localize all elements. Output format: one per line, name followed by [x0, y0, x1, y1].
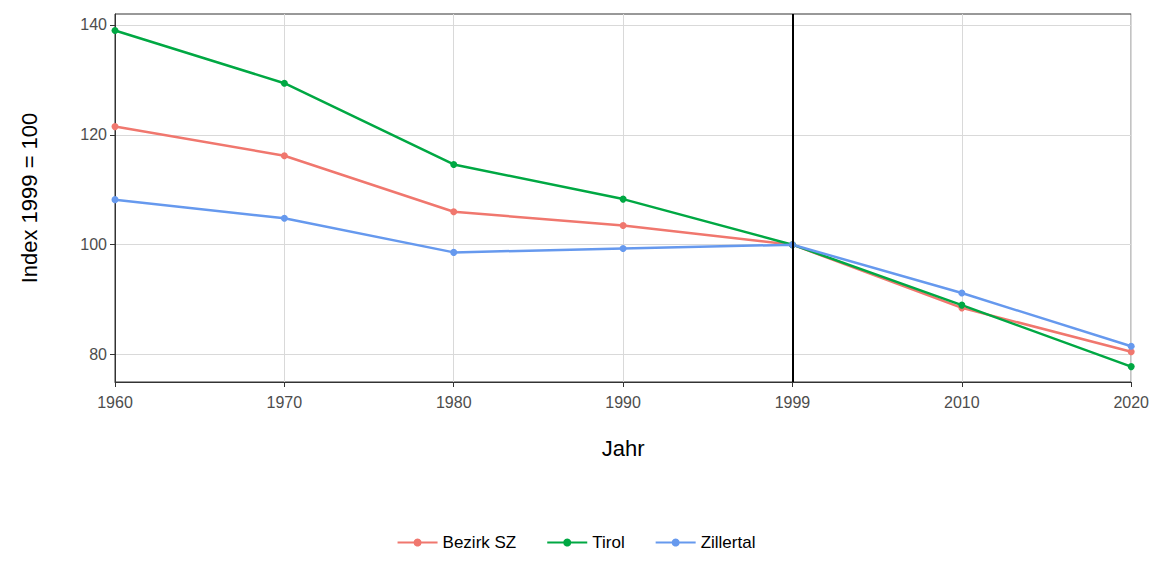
svg-text:100: 100: [80, 236, 107, 253]
svg-text:Zillertal: Zillertal: [701, 533, 756, 552]
svg-text:140: 140: [80, 16, 107, 33]
svg-text:80: 80: [89, 346, 107, 363]
svg-text:1960: 1960: [97, 394, 133, 411]
svg-text:120: 120: [80, 126, 107, 143]
svg-text:Index 1999 = 100: Index 1999 = 100: [17, 113, 42, 284]
svg-text:1999: 1999: [775, 394, 811, 411]
svg-text:Tirol: Tirol: [592, 533, 624, 552]
svg-text:1980: 1980: [436, 394, 472, 411]
svg-text:1970: 1970: [267, 394, 303, 411]
svg-text:2010: 2010: [944, 394, 980, 411]
svg-text:Bezirk SZ: Bezirk SZ: [443, 533, 517, 552]
svg-text:1990: 1990: [605, 394, 641, 411]
svg-text:2020: 2020: [1113, 394, 1149, 411]
svg-text:Jahr: Jahr: [602, 436, 645, 461]
